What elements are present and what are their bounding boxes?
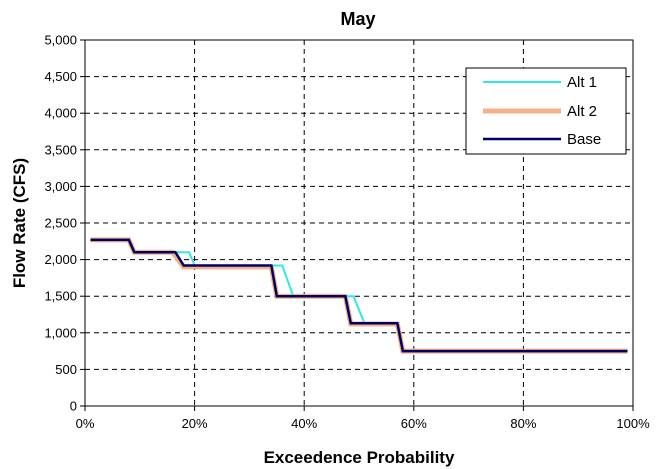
y-tick-label: 3,000 xyxy=(44,179,77,194)
y-axis: 0 500 1,000 1,500 2,000 2,500 3,000 3,500 4,000 4… xyxy=(44,33,85,414)
x-axis: 0% 20% 40% 60% 80% 100% xyxy=(76,406,650,431)
x-axis-title: Exceedence Probability xyxy=(264,448,455,467)
legend-label-alt-1: Alt 1 xyxy=(567,74,597,91)
y-tick-label: 2,000 xyxy=(44,252,77,267)
y-tick-label: 4,000 xyxy=(44,106,77,121)
x-tick-label: 40% xyxy=(291,416,317,431)
series-lines xyxy=(90,237,628,354)
y-tick-label: 500 xyxy=(55,362,77,377)
series-line-alt-2 xyxy=(90,237,628,354)
series-line-base xyxy=(90,238,628,353)
y-tick-label: 1,500 xyxy=(44,289,77,304)
x-tick-label: 100% xyxy=(616,416,650,431)
y-tick-label: 3,500 xyxy=(44,142,77,157)
legend-label-alt-2: Alt 2 xyxy=(567,103,597,120)
x-tick-label: 20% xyxy=(182,416,208,431)
legend: Alt 1 Alt 2 Base xyxy=(465,67,627,155)
legend-label-base: Base xyxy=(567,131,601,148)
y-tick-label: 1,000 xyxy=(44,325,77,340)
x-tick-label: 80% xyxy=(510,416,536,431)
chart-title: May xyxy=(340,9,375,29)
series-line-alt-1 xyxy=(90,238,628,353)
y-tick-label: 2,500 xyxy=(44,216,77,231)
x-tick-label: 60% xyxy=(401,416,427,431)
y-tick-label: 4,500 xyxy=(44,69,77,84)
x-tick-label: 0% xyxy=(76,416,95,431)
y-axis-title: Flow Rate (CFS) xyxy=(10,158,29,288)
y-tick-label: 0 xyxy=(70,399,77,414)
y-tick-label: 5,000 xyxy=(44,33,77,48)
